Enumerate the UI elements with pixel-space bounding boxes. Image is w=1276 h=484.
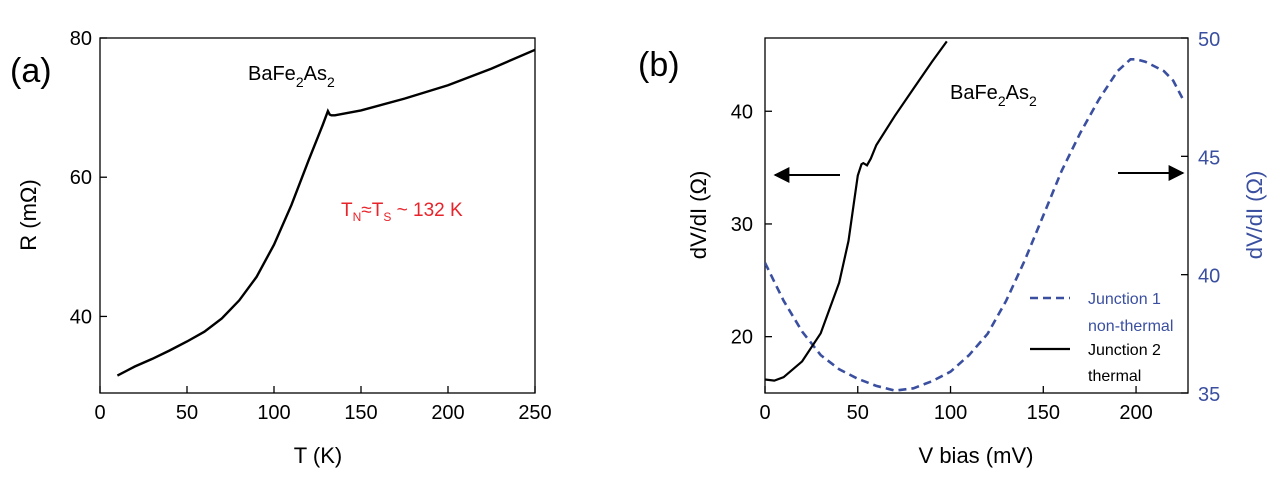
panel-a-compound-label: BaFe2As2: [248, 63, 335, 90]
panel-b-xlabel: V bias (mV): [919, 443, 1034, 468]
legend-junction2-sublabel: thermal: [1088, 368, 1141, 385]
panel-b-xtick-label: 50: [847, 402, 869, 424]
panel-b-right-yticks: 35 40 45 50: [1181, 29, 1220, 406]
legend-junction1-sublabel: non-thermal: [1088, 318, 1173, 335]
panel-a-frame: [99, 37, 536, 394]
panel-b-xtick-label: 100: [934, 402, 967, 424]
panel-b-xtick-label: 0: [759, 402, 770, 424]
panel-a-transition-label: TN≈TS ~ 132 K: [341, 200, 463, 224]
panel-b-label: (b): [638, 46, 680, 84]
legend-junction2-label: Junction 2: [1088, 342, 1161, 359]
panel-a-xtick-label: 100: [257, 402, 290, 424]
panel-a-yticks: 40 60 80: [70, 28, 107, 328]
panel-a-xticks: 0 50 100 150 200 250: [94, 386, 552, 424]
panel-a-ytick-label: 40: [70, 306, 92, 328]
panel-a-xtick-label: 250: [518, 402, 551, 424]
panel-a-label: (a): [10, 52, 52, 90]
panel-b-compound-label: BaFe2As2: [950, 82, 1037, 109]
panel-b-right-ytick-label: 40: [1198, 266, 1220, 288]
panel-b-left-ytick-label: 40: [731, 101, 753, 123]
panel-a-ylabel: R (mΩ): [16, 179, 41, 250]
panel-b-junction2-line: [765, 40, 948, 382]
panel-b-frame: [764, 37, 1189, 394]
panel-b-xtick-label: 150: [1027, 402, 1060, 424]
panel-b-right-ytick-label: 35: [1198, 384, 1220, 406]
panel-a-xlabel: T (K): [294, 443, 342, 468]
panel-a-ytick-label: 80: [70, 28, 92, 50]
panel-a-resistance-line: [116, 48, 535, 377]
panel-b-left-ytick-label: 20: [731, 327, 753, 349]
panel-b-legend: Junction 1 non-thermal Junction 2 therma…: [1030, 291, 1173, 385]
panel-b-xtick-label: 200: [1119, 402, 1152, 424]
panel-b-junction1-line: [765, 58, 1186, 392]
panel-b-left-ylabel: dV/dI (Ω): [686, 171, 711, 260]
panel-a-xtick-label: 50: [176, 402, 198, 424]
panel-b-right-ylabel: dV/dI (Ω): [1242, 171, 1267, 260]
panel-b-left-ytick-label: 30: [731, 214, 753, 236]
panel-b: (b) 0 50 100 150 200 20 30 40 35 40 45 50 V bias …: [638, 29, 1267, 468]
panel-a-ytick-label: 60: [70, 167, 92, 189]
panel-b-right-ytick-label: 45: [1198, 147, 1220, 169]
panel-b-left-yticks: 20 30 40: [731, 101, 772, 349]
panel-b-right-ytick-label: 50: [1198, 29, 1220, 51]
panel-a-xtick-label: 0: [94, 402, 105, 424]
legend-junction1-label: Junction 1: [1088, 291, 1161, 308]
panel-b-xticks: 0 50 100 150 200: [759, 386, 1153, 424]
panel-a-xtick-label: 200: [431, 402, 464, 424]
panel-a-xtick-label: 150: [344, 402, 377, 424]
